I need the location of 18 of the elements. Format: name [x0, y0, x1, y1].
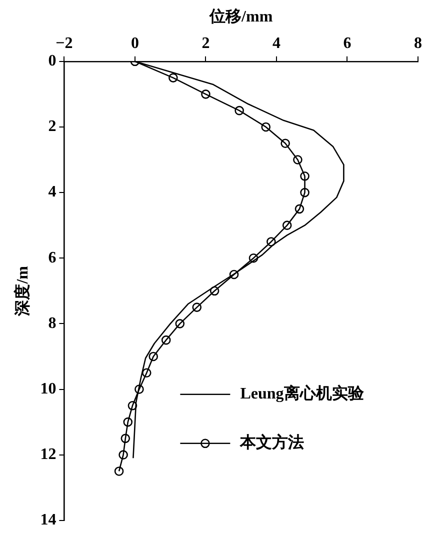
y-tick-label: 10: [40, 380, 56, 398]
x-tick-label: 4: [272, 34, 280, 52]
x-tick-label: 6: [343, 34, 352, 52]
y-tick-label: 2: [48, 118, 56, 136]
x-tick-label: −2: [56, 34, 73, 52]
x-tick-label: 0: [130, 34, 139, 52]
legend-label: Leung离心机实验: [240, 384, 365, 403]
y-tick-label: 6: [48, 249, 56, 266]
y-axis-title: 深度/m: [12, 265, 32, 317]
x-axis-title: 位移/mm: [208, 8, 274, 26]
x-tick-label: 2: [202, 34, 210, 52]
x-tick-label: 8: [414, 34, 422, 52]
y-tick-label: 8: [48, 314, 56, 332]
legend-label: 本文方法: [239, 432, 304, 452]
y-tick-label: 14: [40, 512, 56, 529]
y-tick-label: 4: [48, 184, 56, 201]
y-tick-label: 12: [40, 446, 56, 463]
y-tick-label: 0: [48, 52, 56, 70]
